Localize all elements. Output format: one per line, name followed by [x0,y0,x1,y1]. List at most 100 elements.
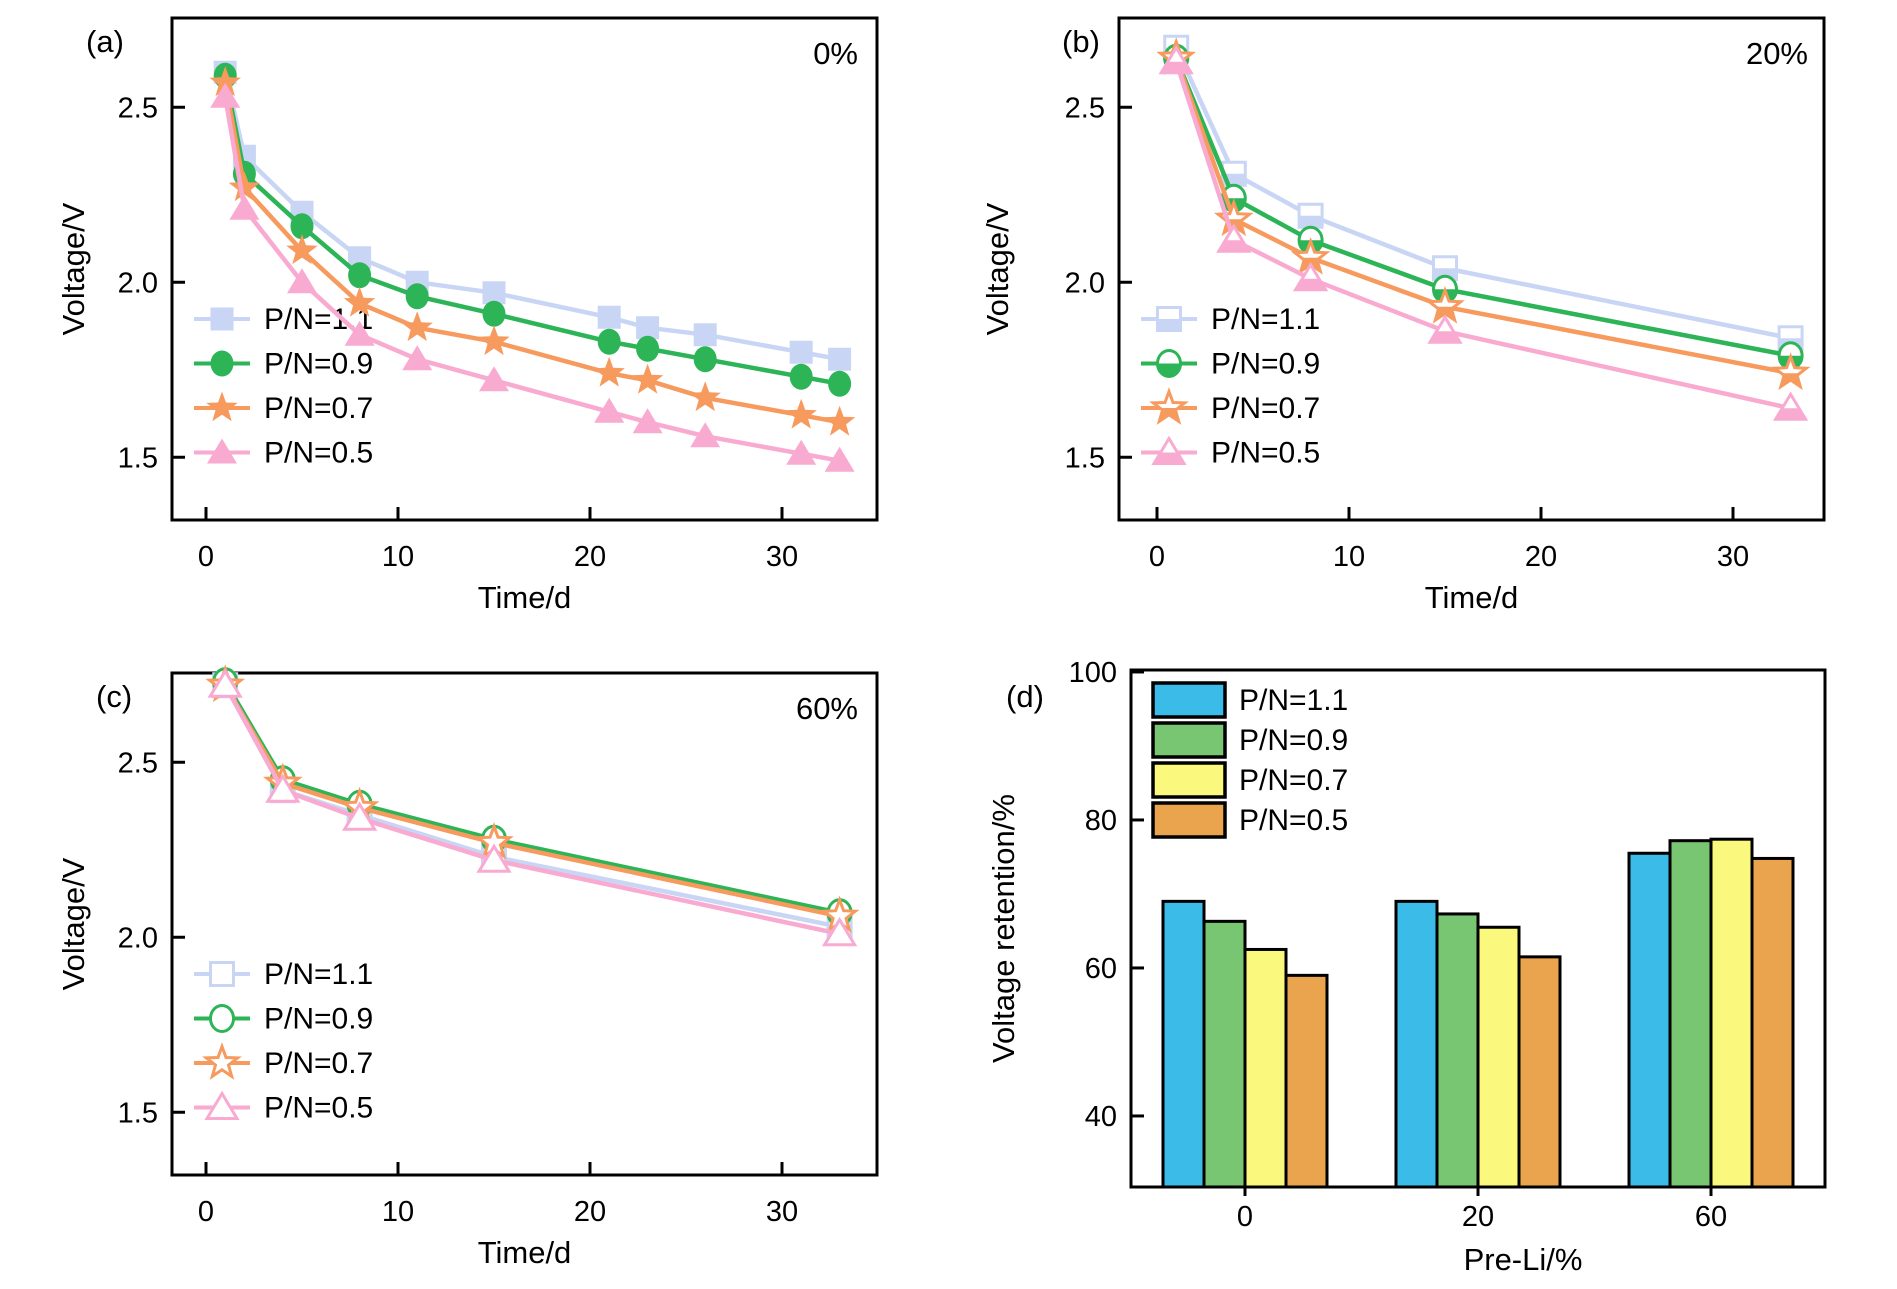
bar-PN1.1-group1 [1394,899,1439,1189]
legend-label: P/N=0.5 [1211,437,1320,470]
data-point-triangle-halffill [1430,331,1460,343]
legend-marker-halffill [1154,452,1184,464]
x-tick-label: 0 [198,541,214,573]
data-point-star [478,325,510,356]
data-point-triangle [632,408,663,434]
panel-a-voltage-0pct: 0 10 20 30 1.5 2.0 2.5 Time/d Voltage/V (a) 0% P/N=… [56,16,879,615]
y-tick-label: 2.0 [118,922,158,954]
data-point-square [828,347,852,371]
panel-d-voltage-retention-bars: 40 60 80 100 0 20 60 Pre-Li/% Voltage retention/… [986,657,1827,1277]
x-category-label: 60 [1695,1201,1727,1233]
data-point-square [693,323,717,347]
y-tick-label: 1.5 [118,442,158,474]
y-tick-label: 60 [1085,953,1117,985]
legend-label: P/N=0.7 [264,1047,373,1080]
panel-b-voltage-20pct: 0 10 20 30 1.5 2.0 2.5 Time/d Voltage/V (b) 20% P/N… [980,16,1826,615]
data-point-triangle [210,82,241,108]
y-axis-label: Voltage/V [56,857,91,990]
x-axis-label: Pre-Li/% [1464,1242,1583,1277]
data-point-triangle [690,422,721,448]
data-point-star [401,311,433,342]
data-point-square [789,340,813,364]
series-line-circle [222,73,842,387]
data-point-star [228,171,261,202]
data-point-square-outline [1297,202,1324,229]
x-tick-label: 10 [1333,541,1365,573]
data-point-circle [290,213,314,240]
data-point-star [785,398,817,429]
data-point-star [1218,202,1250,233]
data-point-square-outline [1432,255,1458,282]
bar-PN0.7-group1 [1476,925,1521,1189]
data-point-star [343,286,376,317]
x-tick-label: 30 [766,1196,798,1228]
legend-swatch [1151,801,1227,839]
data-point-triangle [402,345,433,371]
legend-marker [206,391,238,422]
x-axis-label: Time/d [1425,580,1519,615]
legend-marker [202,1042,242,1080]
legend-label: P/N=0.7 [1239,764,1348,797]
bar-PN1.1-group2 [1627,851,1672,1189]
x-axis-label: Time/d [478,1235,572,1270]
x-tick-label: 30 [1717,541,1749,573]
x-tick-label: 20 [574,541,606,573]
data-point-triangle-outline [1292,261,1329,292]
data-point-circle [482,300,506,327]
data-point-triangle [229,194,260,220]
legend-marker-outline [1151,435,1187,465]
data-point-square [482,281,506,305]
y-tick-label: 100 [1069,657,1117,689]
axes-box [170,16,879,522]
data-point-square [636,316,660,340]
data-point-circle [597,328,621,355]
x-tick-label: 30 [766,541,798,573]
data-point-triangle-outline [1772,391,1809,421]
data-point-square [348,246,372,270]
panel-letter: (b) [1062,24,1100,59]
legend-label: P/N=0.9 [1239,724,1348,757]
data-point-triangle [344,320,375,346]
x-tick-label: 10 [382,541,414,573]
legend-marker-halffill [1157,319,1181,331]
panel-letter: (c) [96,679,132,714]
bar-PN0.5-group0 [1284,973,1329,1189]
y-axis-label: Voltage/V [56,202,91,335]
data-point-circle [828,370,852,397]
series-line-square [222,682,842,930]
legend-swatch [1151,681,1227,719]
legend-marker [204,1090,240,1120]
y-tick-label: 2.5 [1065,92,1105,124]
y-axis-label: Voltage/V [980,202,1015,335]
data-point-circle [636,335,660,362]
x-tick-label: 20 [574,1196,606,1228]
data-point-circle [405,283,429,310]
data-point-triangle-halffill [1161,61,1192,73]
y-tick-label: 1.5 [118,1097,158,1129]
panel-c-voltage-60pct: 0 10 20 30 1.5 2.0 2.5 Time/d Voltage/V (c) 60% P/N… [56,664,879,1270]
x-category-label: 20 [1462,1201,1494,1233]
legend-label: P/N=1.1 [1239,684,1348,717]
panel-letter: (d) [1006,679,1044,714]
data-point-triangle [479,366,509,392]
data-point-circle [693,346,717,373]
legend-label: P/N=0.7 [264,392,373,425]
data-point-star [823,405,856,436]
legend-label: P/N=1.1 [264,958,373,991]
x-tick-label: 0 [1149,541,1165,573]
x-tick-label: 0 [198,1196,214,1228]
data-point-triangle-halffill [1295,278,1326,290]
data-point-star [689,381,721,412]
series-line-circle [222,679,842,916]
y-tick-label: 2.0 [1065,267,1105,299]
data-point-star [1429,290,1461,321]
data-point-star [593,356,625,387]
y-tick-label: 1.5 [1065,442,1105,474]
legend-label: P/N=0.7 [1211,392,1320,425]
data-point-star [631,363,664,394]
axes-box [170,671,879,1177]
y-tick-label: 2.5 [118,747,158,779]
legend-marker [207,438,237,464]
